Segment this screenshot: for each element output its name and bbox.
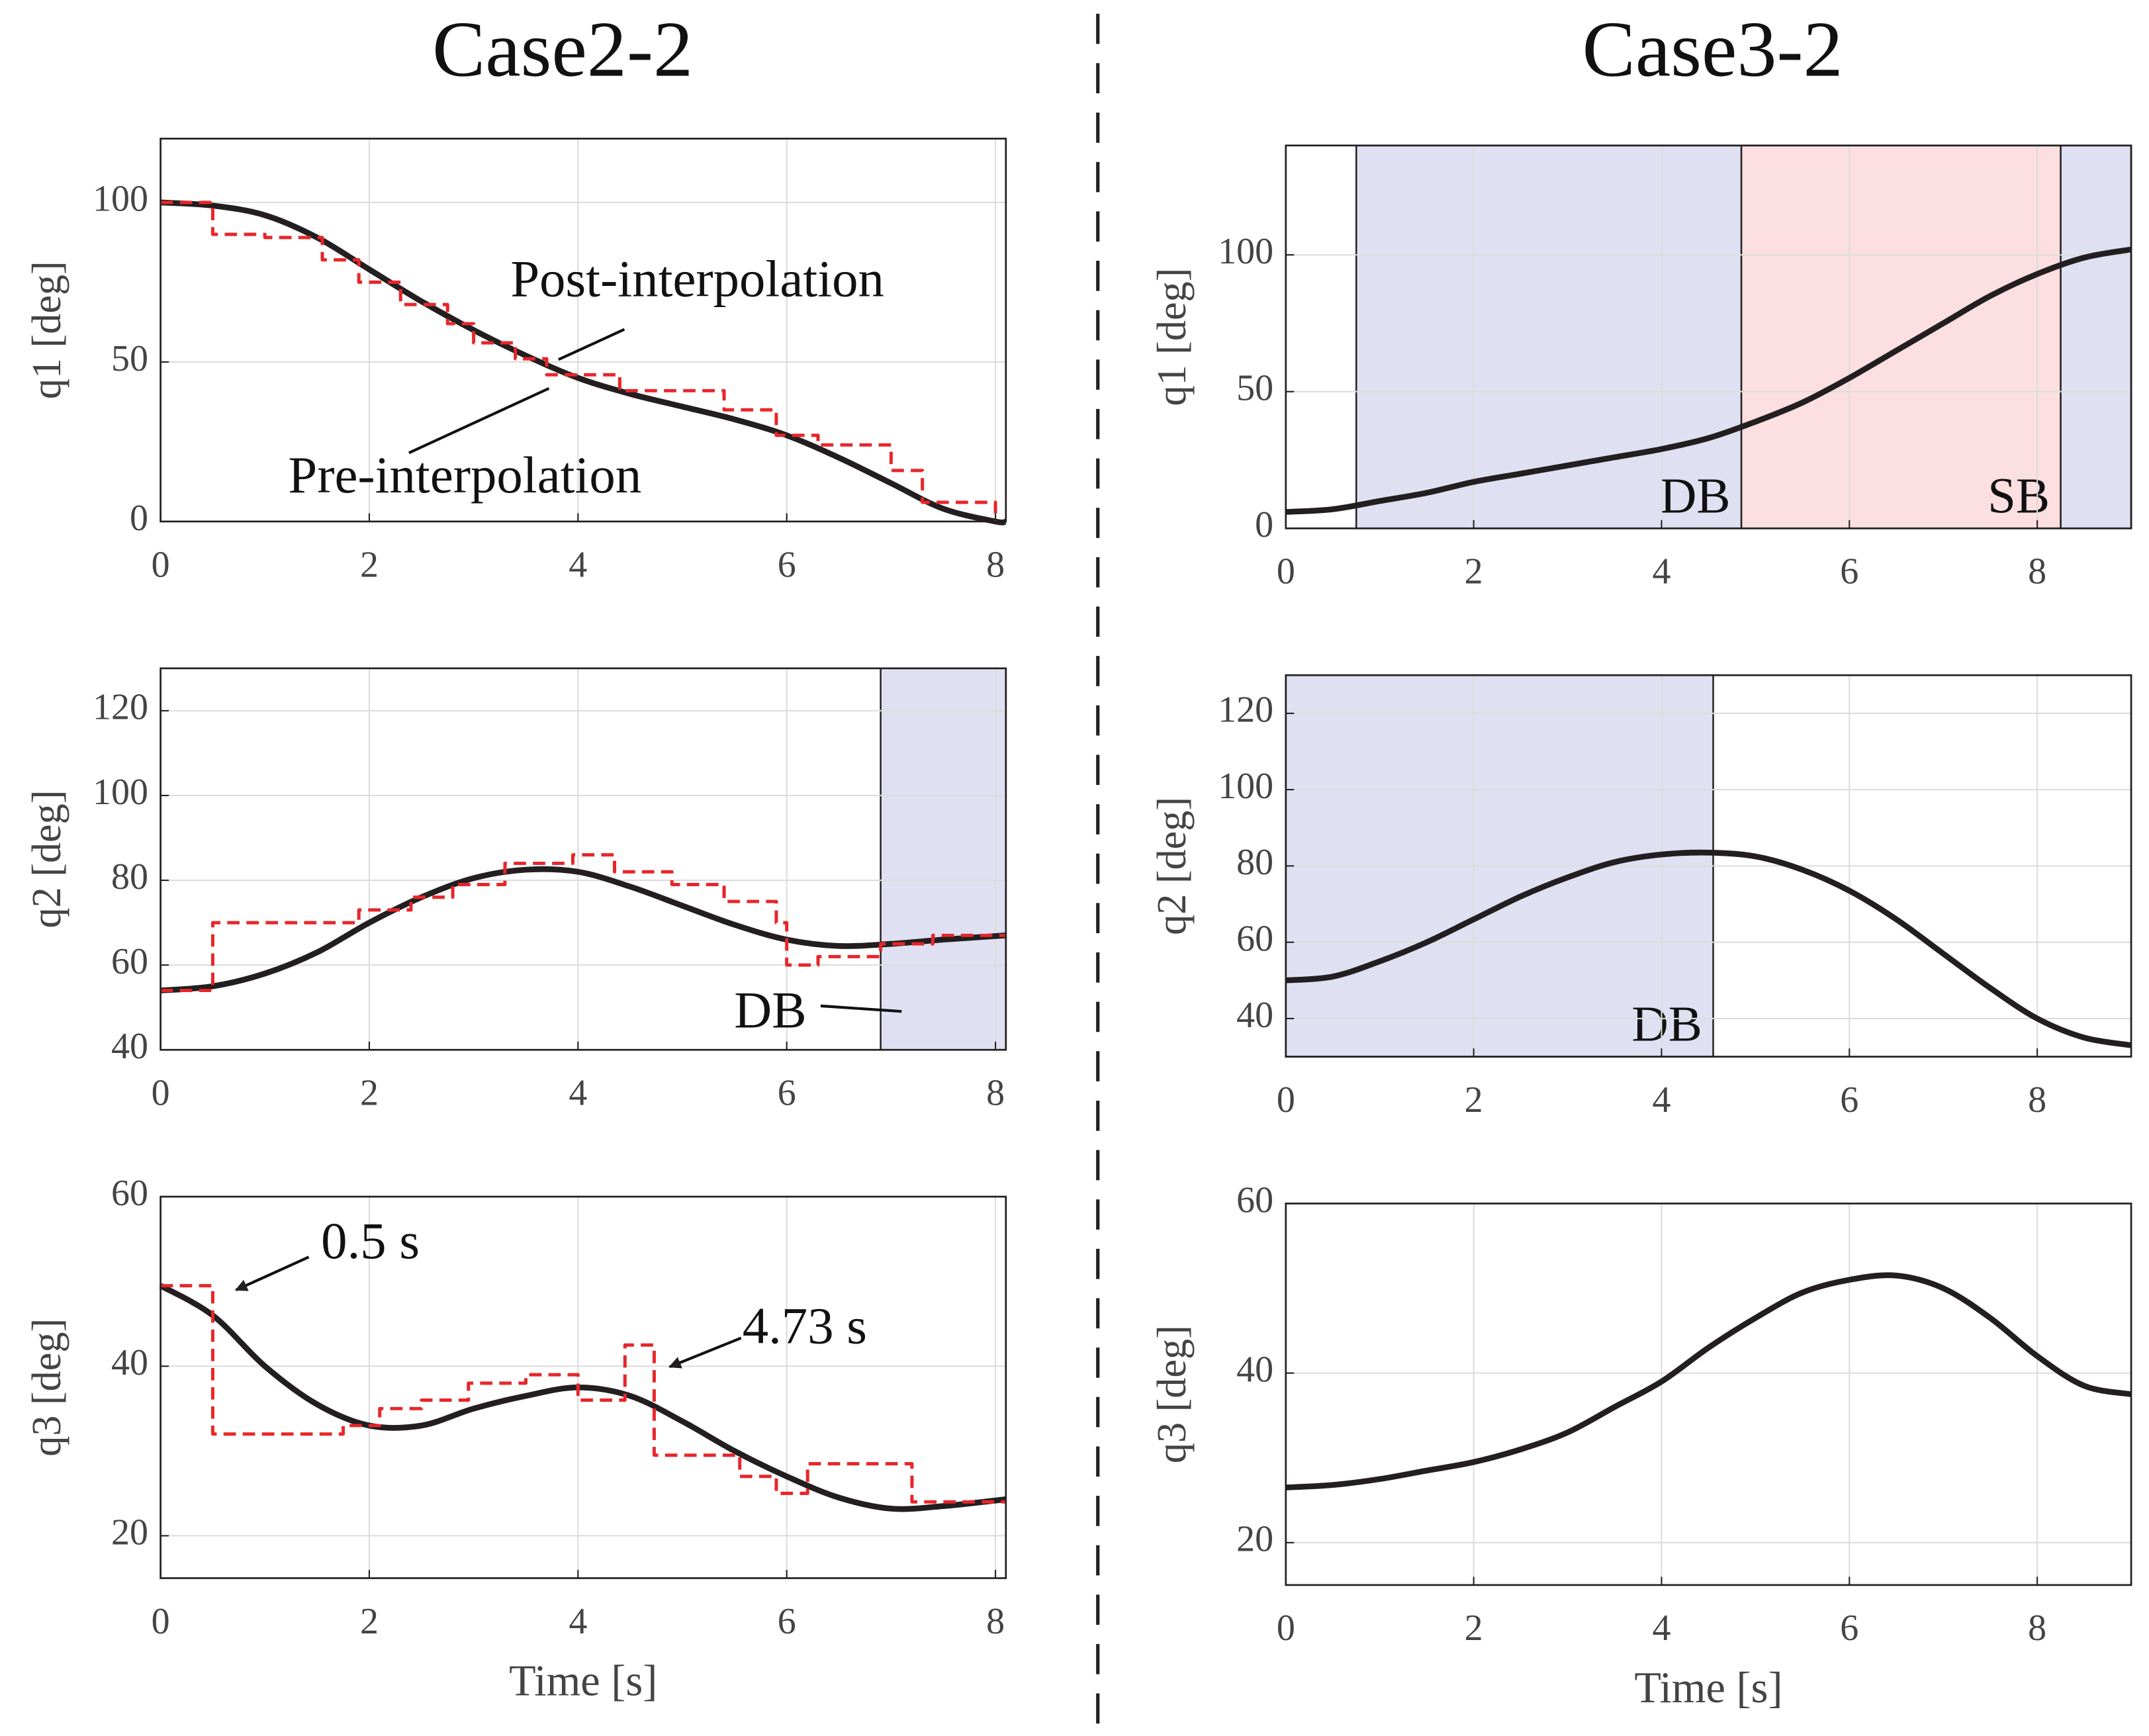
x-tick-label: 4 [1652,1608,1670,1649]
annotation-pointer [408,387,550,455]
annotation: DB [734,982,806,1039]
region-label: DB [1631,996,1702,1052]
x-tick-label: 4 [1652,1079,1670,1120]
x-tick-label: 6 [778,1073,796,1114]
y-axis-label: q2 [deg] [24,790,69,929]
x-tick-label: 2 [360,1073,379,1114]
plot-frame [1285,674,2132,1058]
plot-background [160,668,1006,1050]
region-label: SB [1988,467,2050,524]
y-axis-label: q1 [deg] [24,261,69,399]
x-tick-label: 0 [1277,1079,1295,1120]
y-tick-label: 20 [1236,1519,1273,1560]
step-line [160,201,997,522]
x-tick-label: 8 [986,1073,1005,1114]
region [880,667,1007,1051]
x-axis-label: Time [s] [1634,1664,1782,1712]
y-tick-label: 100 [93,179,148,220]
y-tick-label: 50 [111,338,148,379]
annotation-pointer [668,1336,742,1369]
x-tick-label: 2 [1465,1079,1483,1120]
plot-frame [1285,1203,2132,1586]
x-tick-label: 0 [152,1073,170,1114]
annotation: 4.73 s [743,1297,867,1355]
plot-frame [160,138,1007,523]
y-tick-label: 40 [1236,995,1273,1036]
curve [160,866,1007,993]
y-axis-label: q3 [deg] [24,1318,69,1457]
annotation: Pre-interpolation [288,447,641,504]
y-tick-label: 120 [1218,690,1273,731]
y-tick-label: 60 [1236,919,1273,960]
column-title: Case2-2 [432,6,693,94]
y-tick-label: 100 [1218,766,1273,807]
y-tick-label: 40 [1236,1349,1273,1390]
annotation-pointer [234,1256,310,1291]
x-tick-label: 2 [1465,551,1483,592]
plot-frame [160,667,1007,1051]
plot-frame [160,1195,1007,1579]
x-tick-label: 2 [360,544,379,585]
x-axis-label: Time [s] [509,1657,657,1705]
y-tick-label: 60 [111,941,148,982]
x-tick-label: 6 [778,1601,796,1642]
curve [1285,1272,2132,1490]
column-title: Case3-2 [1582,6,1843,94]
step-line [160,853,1006,993]
annotation-pointer [820,1004,902,1013]
y-tick-label: 0 [1255,504,1273,545]
x-tick-label: 4 [569,1601,587,1642]
x-tick-label: 6 [1840,1079,1858,1120]
y-tick-label: 50 [1236,368,1273,409]
x-tick-label: 0 [1277,1608,1295,1649]
x-tick-label: 6 [778,544,796,585]
y-tick-label: 40 [111,1026,148,1067]
curve [160,199,1007,525]
y-tick-label: 60 [111,1173,148,1214]
x-tick-label: 0 [152,544,170,585]
curve [1285,246,2132,515]
y-tick-label: 40 [111,1342,148,1383]
annotation: 0.5 s [321,1212,420,1270]
x-tick-label: 4 [569,544,587,585]
y-axis-label: q3 [deg] [1150,1325,1195,1463]
curve [1285,849,2132,1048]
x-tick-label: 4 [569,1073,587,1114]
y-axis-label: q2 [deg] [1150,797,1195,935]
y-axis-label: q1 [deg] [1150,268,1195,406]
y-tick-label: 100 [93,772,148,813]
x-tick-label: 4 [1652,551,1670,592]
y-tick-label: 120 [93,687,148,728]
plot-frame [1285,144,2132,529]
region [1740,144,2062,529]
region [2060,144,2132,529]
x-tick-label: 8 [2028,551,2046,592]
step-line [160,1284,1006,1504]
y-tick-label: 0 [130,498,148,539]
y-tick-label: 80 [1236,842,1273,883]
region [1355,144,1743,529]
annotation-pointer [558,328,625,361]
y-tick-label: 60 [1236,1179,1273,1220]
plot-background [1285,1203,2132,1585]
y-tick-label: 20 [111,1512,148,1553]
y-tick-label: 80 [111,856,148,897]
x-tick-label: 8 [2028,1079,2046,1120]
x-tick-label: 2 [360,1601,379,1642]
x-tick-label: 2 [1465,1608,1483,1649]
x-tick-label: 0 [152,1601,170,1642]
x-tick-label: 0 [1277,551,1295,592]
y-tick-label: 100 [1218,231,1273,272]
x-tick-label: 6 [1840,1608,1858,1649]
region-label: DB [1660,467,1731,524]
x-tick-label: 6 [1840,551,1858,592]
annotation: Post-interpolation [510,250,884,308]
x-tick-label: 8 [986,1601,1005,1642]
x-tick-label: 8 [2028,1608,2046,1649]
x-tick-label: 8 [986,544,1005,585]
